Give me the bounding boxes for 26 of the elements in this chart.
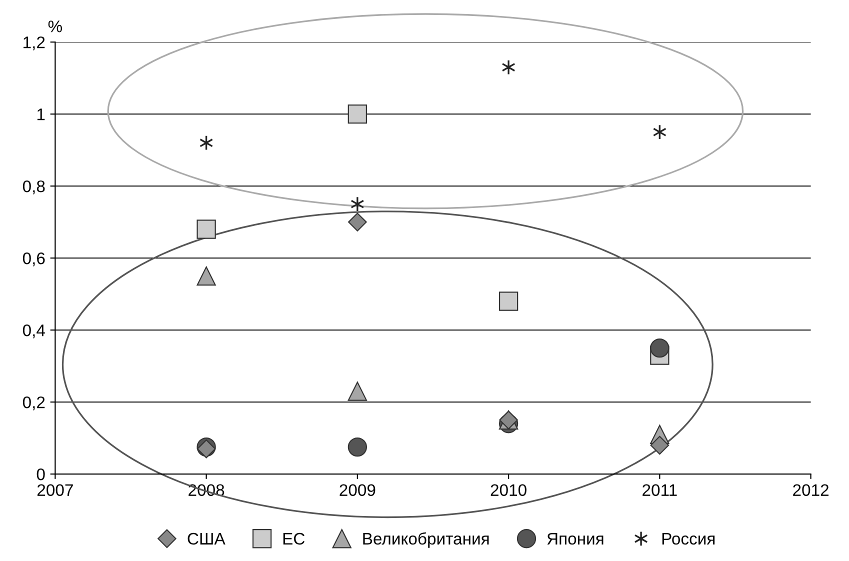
point (196, 266, 216, 286)
point (650, 338, 670, 358)
legend-label: ЕС (283, 532, 305, 545)
point (650, 436, 670, 455)
point (498, 292, 518, 311)
point (348, 437, 368, 457)
x-tick-label: 2011 (642, 484, 677, 496)
y-tick-label: 1,2 (24, 36, 45, 50)
x-tick-label: 2007 (37, 484, 73, 496)
y-tick-label: 0,4 (22, 324, 45, 338)
point (348, 382, 368, 401)
legend-label: США (188, 532, 226, 545)
point (348, 212, 367, 232)
y-tick-label: 0 (36, 468, 45, 480)
y-tick-label: 0,2 (22, 396, 45, 410)
x-tick-label: 2012 (793, 484, 828, 496)
x-tick-label: 2010 (490, 484, 526, 496)
x-tick-label: 2009 (340, 484, 376, 496)
legend-label: Великобритания (363, 532, 489, 548)
legend-label: Япония (547, 533, 604, 545)
point (348, 104, 368, 124)
y-axis-title: % (48, 20, 62, 32)
y-tick-label: 0,8 (22, 180, 45, 194)
y-tick-label: 1 (37, 108, 45, 120)
point (196, 220, 216, 239)
y-tick-label: 0,6 (22, 252, 45, 266)
